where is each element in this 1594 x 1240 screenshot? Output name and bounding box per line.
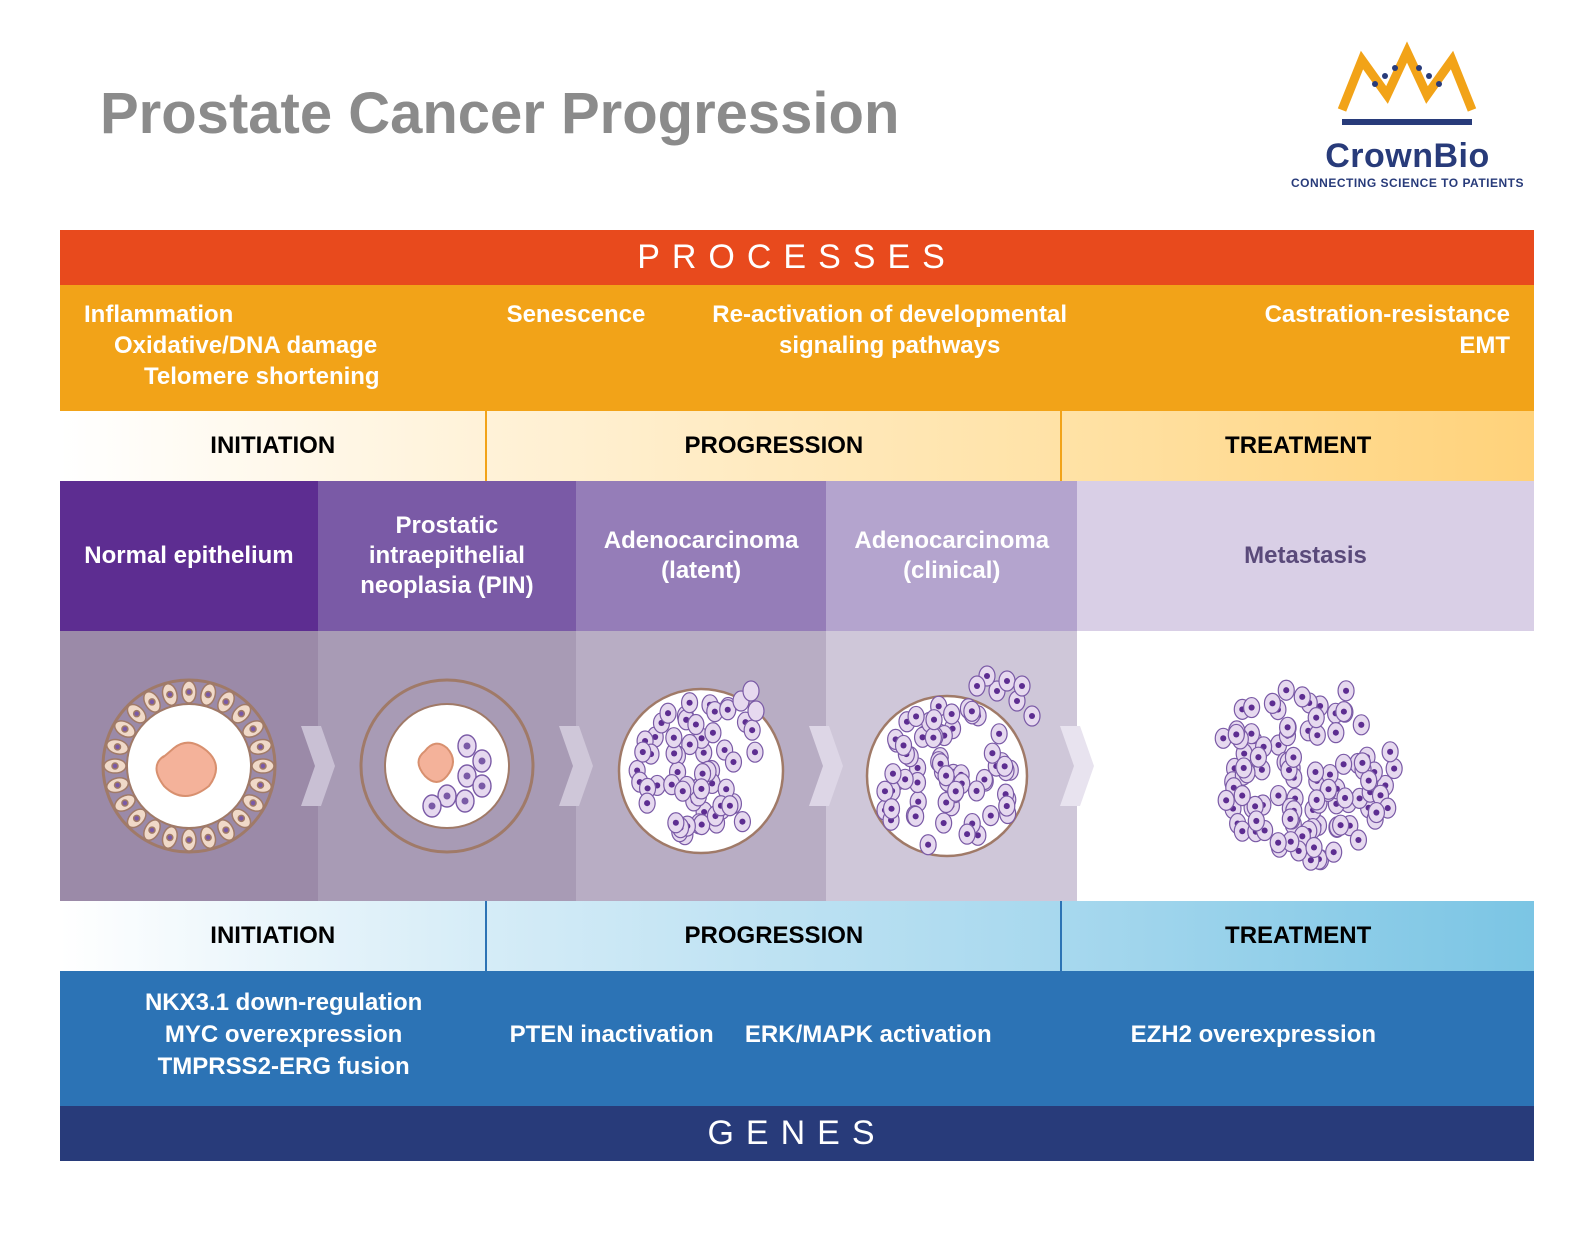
illus-pin	[318, 631, 576, 901]
logo-tagline: CONNECTING SCIENCE TO PATIENTS	[1291, 176, 1524, 190]
gene-item: ERK/MAPK activation	[740, 1019, 997, 1051]
genes-title-band: GENES	[60, 1106, 1534, 1161]
stage-pin: Prostatic intraepithelial neoplasia (PIN…	[318, 481, 576, 631]
stage-adenocarcinoma-latent: Adenocarcinoma (latent)	[576, 481, 827, 631]
stage-normal-epithelium: Normal epithelium	[60, 481, 318, 631]
arrow-icon	[301, 726, 335, 806]
cell-diagram-icon	[347, 666, 547, 866]
genes-row: NKX3.1 down-regulation MYC overexpressio…	[60, 971, 1534, 1106]
process-item: Re-activation of developmental signaling…	[669, 299, 1111, 361]
phase-top-treatment: TREATMENT	[1062, 411, 1534, 481]
gene-item: NKX3.1 down-regulation	[84, 987, 483, 1019]
processes-title-band: PROCESSES	[60, 230, 1534, 285]
phase-top-initiation: INITIATION	[60, 411, 487, 481]
process-item: Telomere shortening	[84, 361, 483, 392]
phase-bottom-progression: PROGRESSION	[487, 901, 1062, 971]
arrow-icon	[809, 726, 843, 806]
processes-col-2: Senescence	[483, 299, 668, 393]
arrow-icon	[1060, 726, 1094, 806]
cell-diagram-icon	[601, 666, 801, 866]
illus-adeno-clinical	[826, 631, 1077, 901]
gene-item: TMPRSS2-ERG fusion	[84, 1051, 483, 1083]
process-item: EMT	[1111, 330, 1510, 361]
processes-col-1: Inflammation Oxidative/DNA damage Telome…	[84, 299, 483, 393]
diagram: PROCESSES Inflammation Oxidative/DNA dam…	[60, 230, 1534, 1161]
process-item: Castration-resistance	[1111, 299, 1510, 330]
phase-row-top: INITIATION PROGRESSION TREATMENT	[60, 411, 1534, 481]
processes-col-3: Re-activation of developmental signaling…	[669, 299, 1111, 393]
illus-metastasis	[1077, 631, 1534, 901]
process-item: Oxidative/DNA damage	[84, 330, 483, 361]
stage-adenocarcinoma-clinical: Adenocarcinoma (clinical)	[826, 481, 1077, 631]
header: Prostate Cancer Progression CrownBio CON…	[60, 40, 1534, 190]
phase-top-progression: PROGRESSION	[487, 411, 1062, 481]
genes-col-3: ERK/MAPK activation	[740, 987, 997, 1084]
processes-col-4: Castration-resistance EMT	[1111, 299, 1510, 393]
gene-item: MYC overexpression	[84, 1019, 483, 1051]
stage-row: Normal epithelium Prostatic intraepithel…	[60, 481, 1534, 631]
gene-item: PTEN inactivation	[483, 1019, 740, 1051]
genes-col-1: NKX3.1 down-regulation MYC overexpressio…	[84, 987, 483, 1084]
gene-item: EZH2 overexpression	[997, 1019, 1510, 1051]
phase-row-bottom: INITIATION PROGRESSION TREATMENT	[60, 901, 1534, 971]
logo: CrownBio CONNECTING SCIENCE TO PATIENTS	[1291, 40, 1534, 190]
process-item: Inflammation	[84, 299, 483, 330]
genes-col-4: EZH2 overexpression	[997, 987, 1510, 1084]
arrow-icon	[559, 726, 593, 806]
illustration-row	[60, 631, 1534, 901]
phase-bottom-treatment: TREATMENT	[1062, 901, 1534, 971]
illus-normal	[60, 631, 318, 901]
logo-name: CrownBio	[1291, 137, 1524, 176]
cell-diagram-icon	[847, 661, 1057, 871]
stage-metastasis: Metastasis	[1077, 481, 1534, 631]
phase-bottom-initiation: INITIATION	[60, 901, 487, 971]
genes-col-2: PTEN inactivation	[483, 987, 740, 1084]
illus-adeno-latent	[576, 631, 827, 901]
crown-icon	[1317, 40, 1497, 130]
page-title: Prostate Cancer Progression	[60, 40, 899, 147]
processes-row: Inflammation Oxidative/DNA damage Telome…	[60, 285, 1534, 411]
cell-diagram-icon	[89, 666, 289, 866]
cell-diagram-icon	[1186, 656, 1426, 876]
process-item: Senescence	[483, 299, 668, 330]
